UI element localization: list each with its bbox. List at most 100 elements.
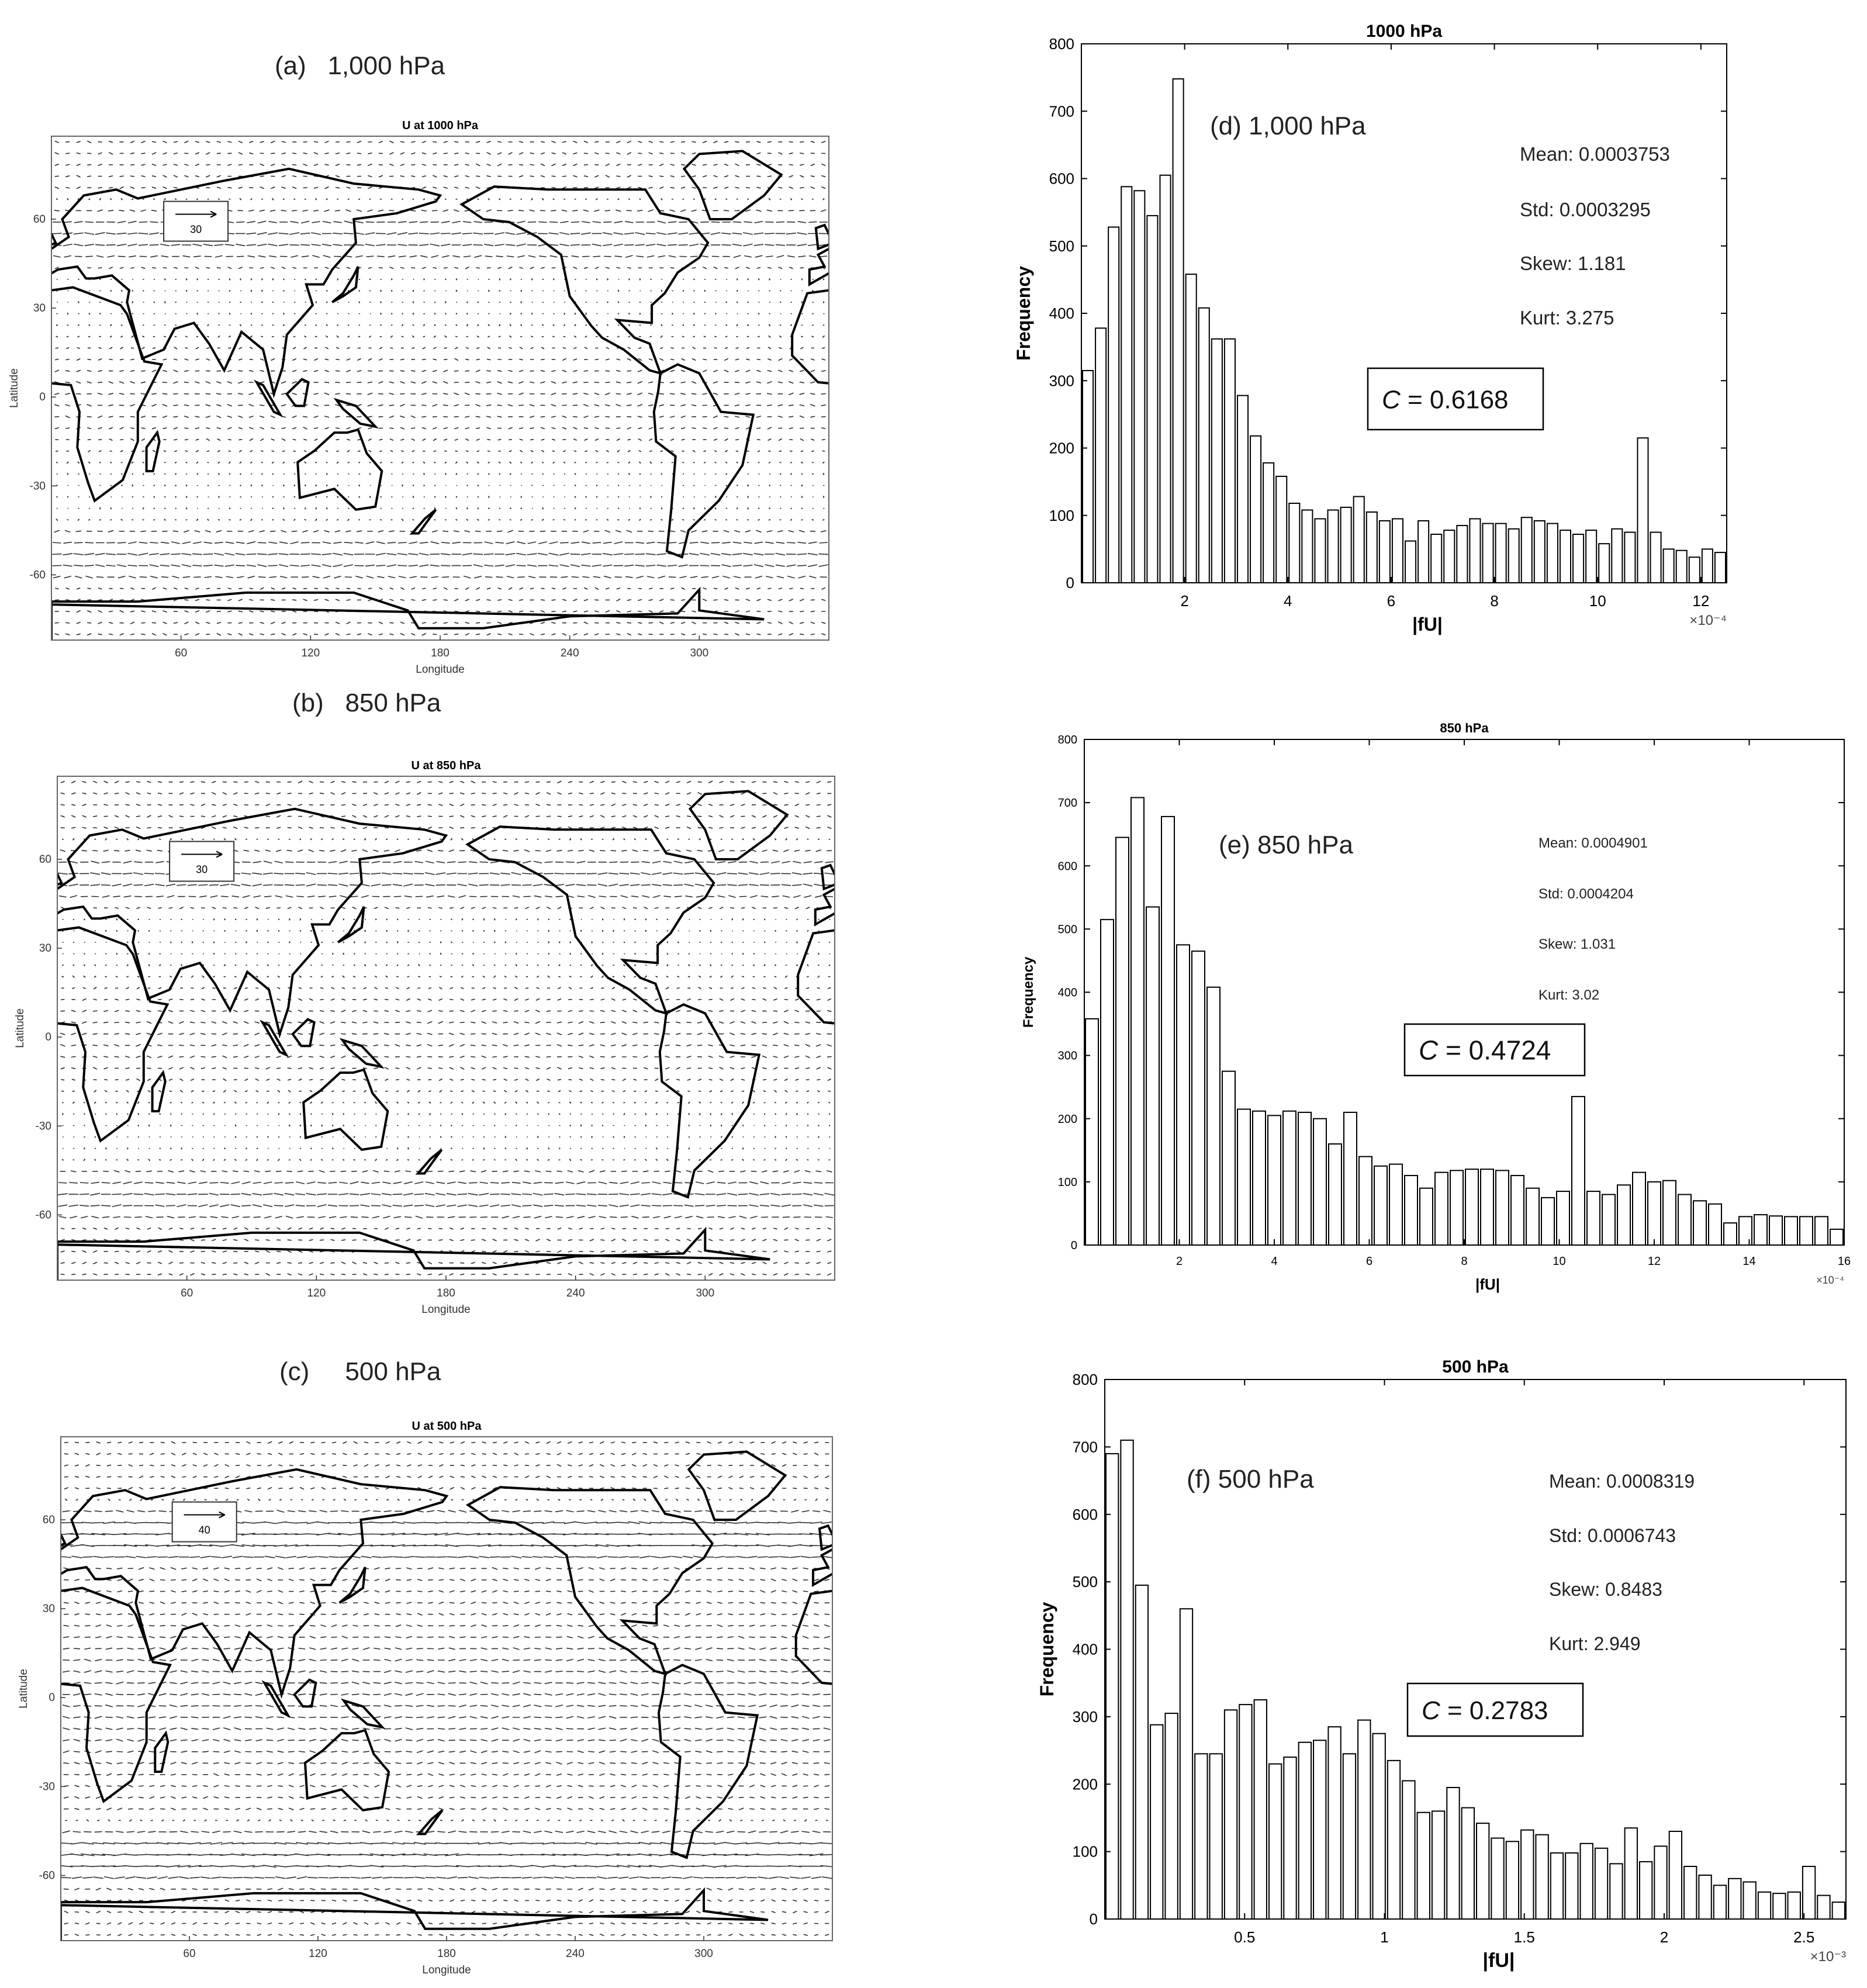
coastline <box>465 825 715 1015</box>
histogram-bar <box>1495 523 1507 584</box>
c-value-box <box>1403 1023 1586 1077</box>
histogram-bar <box>1738 1216 1752 1246</box>
histogram-bar <box>1550 1852 1564 1920</box>
histogram-bar <box>1082 369 1094 584</box>
histogram-bar <box>1769 1215 1783 1246</box>
y-tick-label: 300 <box>1049 372 1074 389</box>
coastline <box>333 397 379 429</box>
histogram-bar <box>1830 1228 1844 1246</box>
histogram-bar <box>1282 1110 1296 1246</box>
x-axis-label: |fU| <box>1475 1275 1500 1293</box>
wind-vectors <box>57 780 835 1276</box>
y-tick-label: 800 <box>1073 1371 1098 1388</box>
x-tick-label: 180 <box>431 647 450 659</box>
histogram-bar <box>1327 1726 1342 1920</box>
x-tick-label: 2 <box>1176 1255 1183 1268</box>
x-tick-label: 240 <box>566 1948 585 1960</box>
histogram-bar <box>1520 517 1533 584</box>
x-tick-label: 0.5 <box>1234 1928 1255 1946</box>
coastline <box>687 1450 787 1521</box>
coastlines <box>57 790 835 1280</box>
histogram-bar <box>1654 1845 1668 1920</box>
histogram-bar <box>1198 307 1210 583</box>
coastline <box>154 1730 170 1773</box>
histogram-bar <box>1461 1807 1475 1920</box>
histogram-bar <box>1559 530 1572 583</box>
y-tick-label: 700 <box>1073 1438 1098 1455</box>
y-tick-label: 200 <box>1058 1113 1077 1126</box>
coastline <box>261 1680 291 1719</box>
histogram-bar <box>1372 1733 1386 1920</box>
histogram-bar <box>1693 1200 1707 1246</box>
coastline <box>339 1038 385 1069</box>
y-tick-label: -30 <box>36 1120 51 1132</box>
histogram-bar <box>1772 1893 1786 1920</box>
histogram-bar <box>1100 919 1114 1246</box>
map-title: U at 1000 hPa <box>402 119 479 132</box>
y-tick-label: 700 <box>1049 102 1074 120</box>
histogram-bar <box>1678 1194 1692 1246</box>
histogram-bar <box>1150 1724 1164 1920</box>
y-tick-label: 0 <box>1066 574 1074 592</box>
y-tick-label: 0 <box>45 1031 51 1043</box>
histogram-bar <box>1298 1741 1312 1920</box>
reference-arrow-head <box>210 210 217 218</box>
coastline <box>51 231 58 246</box>
coastline <box>61 1586 172 1803</box>
stat-text: Kurt: 3.02 <box>1538 987 1599 1003</box>
histogram-bar <box>1159 174 1171 583</box>
coastline <box>302 1068 389 1152</box>
histogram-bar <box>1585 530 1598 583</box>
x-exponent-label: ×10⁻⁴ <box>1689 613 1727 628</box>
histogram-bar <box>1191 950 1205 1246</box>
histogram-bar <box>1662 548 1675 583</box>
histogram-bar <box>1314 518 1326 584</box>
histogram-bar <box>1434 1171 1448 1246</box>
chart-title: 1000 hPa <box>1366 22 1442 41</box>
coastline <box>145 430 161 472</box>
x-tick-label: 120 <box>301 647 320 659</box>
wind-vectors <box>61 1441 832 1937</box>
x-tick-label: 2 <box>1660 1928 1668 1946</box>
y-tick-label: -30 <box>30 480 46 492</box>
histogram-bar <box>1275 475 1288 584</box>
y-axis-label: Latitude <box>8 368 20 408</box>
histogram-bar <box>1211 338 1223 583</box>
coastline <box>57 871 64 886</box>
histogram-bar <box>1787 1891 1801 1920</box>
x-tick-label: 1.5 <box>1514 1928 1535 1946</box>
y-tick-label: 800 <box>1049 35 1074 53</box>
y-tick-label: 800 <box>1058 734 1077 746</box>
x-exponent-label: ×10⁻⁴ <box>1816 1274 1844 1286</box>
histogram-bar <box>1417 520 1430 583</box>
wind-vector-field <box>57 780 835 1276</box>
histogram-bar <box>1185 274 1197 583</box>
x-tick-label: 10 <box>1553 1255 1565 1268</box>
coastline <box>296 428 383 511</box>
histogram-bar <box>1419 1187 1433 1246</box>
histogram-bar <box>1108 226 1120 584</box>
coastline <box>465 1486 714 1676</box>
stat-text: Std: 0.0006743 <box>1549 1525 1676 1546</box>
x-tick-label: 10 <box>1589 592 1606 610</box>
stat-text: Skew: 1.181 <box>1520 253 1626 274</box>
stat-text: Std: 0.0004204 <box>1538 886 1634 902</box>
histogram-bar <box>1526 1187 1540 1246</box>
histogram-bar <box>1301 509 1313 584</box>
histogram-bar <box>1389 1163 1403 1246</box>
chart-title: 500 hPa <box>1442 1357 1509 1377</box>
y-tick-label: 30 <box>33 302 46 314</box>
y-tick-label: 100 <box>1049 507 1074 524</box>
histogram-bar <box>1757 1891 1772 1920</box>
histogram-bar <box>1723 1222 1737 1246</box>
coastline <box>409 509 437 535</box>
histogram-bar <box>1130 797 1145 1246</box>
histogram-bar <box>1714 552 1727 584</box>
histogram-bar <box>1546 523 1558 584</box>
coastline <box>51 167 442 399</box>
histogram-bar <box>1283 1757 1297 1920</box>
histogram-bar <box>1179 1608 1194 1920</box>
histogram-bar <box>1298 1111 1312 1246</box>
